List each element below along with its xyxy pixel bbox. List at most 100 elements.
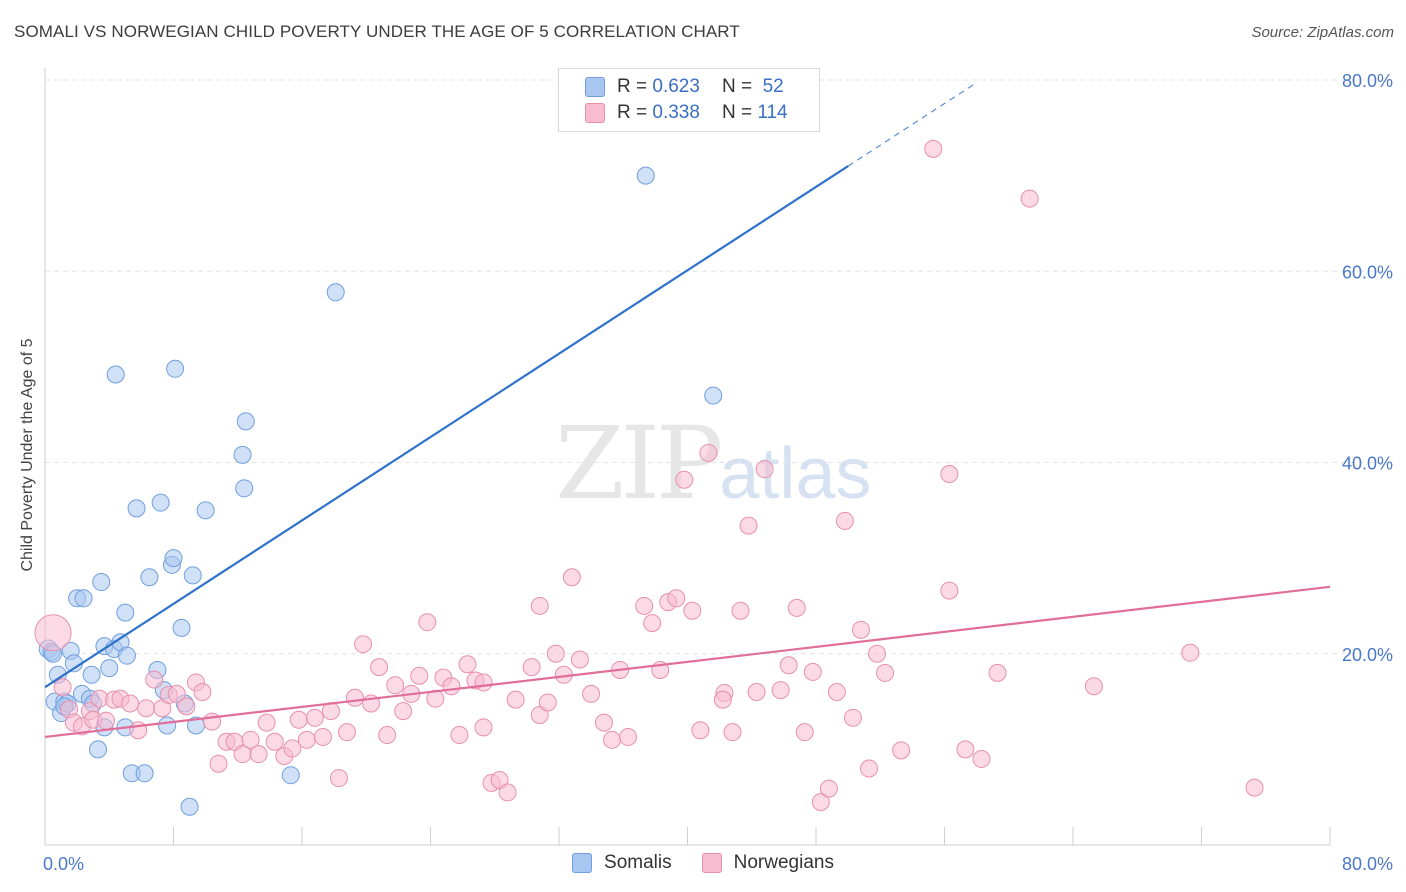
norwegian-point bbox=[193, 683, 212, 701]
somali-point bbox=[135, 764, 154, 783]
series-legend: Somalis Norwegians bbox=[0, 852, 1406, 874]
norwegian-r-value: 0.338 bbox=[652, 102, 700, 123]
norwegian-point bbox=[803, 662, 822, 681]
somali-point bbox=[172, 618, 191, 637]
norwegian-r-label: R = bbox=[617, 102, 648, 123]
norwegian-swatch bbox=[585, 103, 605, 123]
norwegian-point bbox=[582, 684, 601, 703]
watermark: ZIPatlas bbox=[555, 405, 871, 522]
norwegian-point bbox=[731, 601, 750, 620]
norwegian-point bbox=[1020, 189, 1039, 208]
y-tick-label: 80.0% bbox=[1342, 71, 1393, 91]
norwegian-point bbox=[538, 693, 557, 712]
somali-point bbox=[89, 740, 108, 759]
norwegian-point bbox=[924, 139, 943, 158]
norwegian-point bbox=[289, 710, 308, 729]
norwegian-point bbox=[530, 596, 549, 615]
norwegian-point bbox=[795, 723, 814, 742]
norwegian-point bbox=[177, 697, 196, 716]
somali-trend-line bbox=[44, 165, 849, 689]
norwegian-point bbox=[305, 708, 324, 727]
norwegian-point bbox=[1245, 778, 1264, 797]
norwegian-point bbox=[603, 730, 622, 749]
legend-norwegians-label: Norwegians bbox=[733, 852, 834, 873]
somali-point bbox=[74, 589, 93, 608]
norwegian-point bbox=[972, 749, 991, 768]
somali-point bbox=[180, 797, 199, 816]
somali-point bbox=[164, 549, 183, 568]
norwegian-point bbox=[265, 732, 284, 751]
somali-point bbox=[196, 501, 215, 520]
somali-point bbox=[140, 568, 159, 587]
somali-point bbox=[183, 566, 202, 585]
x-tick-label: 0.0% bbox=[43, 854, 84, 874]
norwegian-point bbox=[337, 723, 356, 742]
norwegian-point bbox=[386, 676, 405, 695]
norwegian-point bbox=[892, 741, 911, 760]
norwegian-point bbox=[241, 730, 260, 749]
somali-r-value: 0.623 bbox=[652, 76, 700, 97]
norwegian-point bbox=[771, 681, 790, 700]
norwegian-point bbox=[329, 769, 348, 788]
norwegian-point bbox=[779, 656, 798, 675]
legend-row-somali: R = 0.623 N = 52 bbox=[585, 75, 784, 99]
norwegian-point bbox=[699, 443, 718, 462]
somali-point bbox=[158, 716, 177, 735]
somali-point bbox=[233, 445, 252, 464]
x-tick-label: 80.0% bbox=[1342, 854, 1393, 874]
watermark-atlas: atlas bbox=[719, 434, 872, 514]
somalis-swatch bbox=[572, 853, 593, 873]
norwegian-point bbox=[410, 666, 429, 685]
norwegian-point bbox=[370, 658, 389, 677]
norwegian-point bbox=[474, 718, 493, 737]
norwegian-n-label: N = bbox=[721, 102, 753, 123]
norwegian-point bbox=[851, 620, 870, 639]
norwegian-point bbox=[562, 568, 581, 587]
source-credit: Source: ZipAtlas.com bbox=[1251, 24, 1394, 41]
norwegian-point bbox=[835, 511, 854, 530]
somali-point bbox=[127, 499, 146, 518]
somali-n-label: N = bbox=[721, 76, 753, 97]
norwegian-point bbox=[97, 711, 116, 730]
norwegian-point bbox=[691, 721, 710, 740]
norwegian-trend-line bbox=[44, 585, 1331, 739]
norwegian-point bbox=[787, 598, 806, 617]
norwegian-point bbox=[723, 723, 742, 742]
norwegian-point bbox=[868, 644, 887, 663]
norwegian-point bbox=[988, 663, 1007, 682]
somali-point bbox=[117, 646, 136, 665]
norwegian-point bbox=[843, 708, 862, 727]
norwegian-point bbox=[167, 684, 186, 703]
norwegian-point bbox=[594, 713, 613, 732]
norwegian-point bbox=[313, 727, 332, 746]
norwegian-point bbox=[283, 739, 302, 758]
somali-point bbox=[636, 166, 655, 185]
norwegian-point bbox=[378, 726, 397, 745]
somali-r-label: R = bbox=[617, 76, 648, 97]
norwegian-point bbox=[643, 614, 662, 633]
norwegian-point bbox=[683, 601, 702, 620]
norwegian-point bbox=[713, 690, 732, 709]
legend-item-somalis: Somalis bbox=[572, 852, 672, 874]
norwegian-point bbox=[474, 673, 493, 692]
legend-somalis-label: Somalis bbox=[604, 852, 672, 873]
somali-point bbox=[326, 283, 345, 302]
norwegian-point bbox=[121, 694, 140, 713]
somali-point bbox=[704, 386, 723, 405]
watermark-zip: ZIP bbox=[555, 405, 723, 522]
somali-point bbox=[151, 493, 170, 512]
norwegian-point bbox=[755, 460, 774, 479]
norwegian-point bbox=[450, 726, 469, 745]
norwegian-point bbox=[940, 581, 959, 600]
norwegian-point bbox=[739, 516, 758, 535]
norwegian-point bbox=[442, 677, 461, 696]
somali-point bbox=[235, 479, 254, 498]
norwegian-point bbox=[876, 663, 895, 682]
norwegian-point bbox=[522, 658, 541, 677]
norwegian-point bbox=[137, 699, 156, 718]
somali-trend-extension bbox=[847, 82, 977, 167]
norwegian-point bbox=[418, 613, 437, 632]
norwegian-point bbox=[635, 596, 654, 615]
norwegian-point bbox=[811, 792, 830, 811]
